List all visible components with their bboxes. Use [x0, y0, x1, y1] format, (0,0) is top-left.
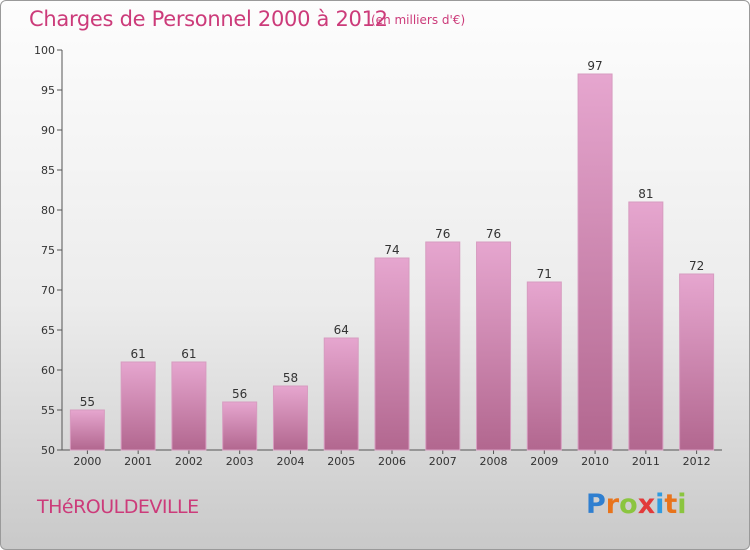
bar-value-label: 81: [638, 187, 653, 201]
x-tick-label: 2001: [124, 455, 152, 468]
y-tick-label: 100: [34, 44, 55, 57]
logo-letter: i: [655, 489, 665, 520]
bar: [69, 409, 105, 451]
chart-subtitle: (en milliers d'€): [371, 13, 466, 27]
x-tick-label: 2003: [226, 455, 254, 468]
y-tick-label: 65: [41, 324, 55, 337]
logo-letter: r: [605, 489, 620, 520]
x-tick-label: 2000: [73, 455, 101, 468]
logo-letter: x: [637, 489, 656, 520]
y-tick-label: 70: [41, 284, 55, 297]
y-tick-label: 85: [41, 164, 55, 177]
bar-value-label: 64: [334, 323, 349, 337]
bar-value-label: 76: [435, 227, 450, 241]
x-tick-label: 2012: [683, 455, 711, 468]
bar: [476, 241, 512, 451]
bar-value-label: 58: [283, 371, 298, 385]
x-tick-label: 2006: [378, 455, 406, 468]
bar-value-label: 56: [232, 387, 247, 401]
x-tick-label: 2010: [581, 455, 609, 468]
bar-value-label: 61: [131, 347, 146, 361]
chart-title: Charges de Personnel 2000 à 2012: [29, 7, 388, 31]
x-tick-label: 2007: [429, 455, 457, 468]
bar-value-label: 71: [537, 267, 552, 281]
bar-value-label: 55: [80, 395, 95, 409]
x-tick-label: 2011: [632, 455, 660, 468]
bar: [222, 401, 258, 451]
bar: [374, 257, 410, 451]
bar-value-label: 61: [181, 347, 196, 361]
bar-value-label: 74: [384, 243, 399, 257]
logo-letter: o: [619, 489, 638, 520]
logo-letter: i: [677, 489, 687, 520]
y-tick-label: 80: [41, 204, 55, 217]
bar: [526, 281, 562, 451]
x-tick-label: 2005: [327, 455, 355, 468]
y-tick-label: 50: [41, 444, 55, 457]
bar: [679, 273, 715, 451]
x-tick-label: 2002: [175, 455, 203, 468]
bar-value-label: 97: [587, 59, 602, 73]
proxiti-logo: Proxiti: [586, 489, 687, 520]
y-tick-label: 90: [41, 124, 55, 137]
x-tick-label: 2009: [530, 455, 558, 468]
bar: [323, 337, 359, 451]
bar: [577, 73, 613, 451]
bar: [272, 385, 308, 451]
y-tick-label: 95: [41, 84, 55, 97]
y-tick-label: 75: [41, 244, 55, 257]
bar: [120, 361, 156, 451]
commune-name: THéROULDEVILLE: [37, 496, 199, 518]
x-tick-label: 2008: [480, 455, 508, 468]
logo-letter: t: [664, 489, 678, 520]
x-tick-label: 2004: [276, 455, 304, 468]
y-tick-label: 55: [41, 404, 55, 417]
logo-letter: P: [586, 489, 606, 520]
y-tick-label: 60: [41, 364, 55, 377]
bar: [628, 201, 664, 451]
bar: [171, 361, 207, 451]
data-labels: 55 61 61 56 58 64 74 76 76 71 97 81 72: [80, 59, 705, 409]
bars: [69, 73, 715, 451]
bar-value-label: 72: [689, 259, 704, 273]
bar-value-label: 76: [486, 227, 501, 241]
bar: [425, 241, 461, 451]
